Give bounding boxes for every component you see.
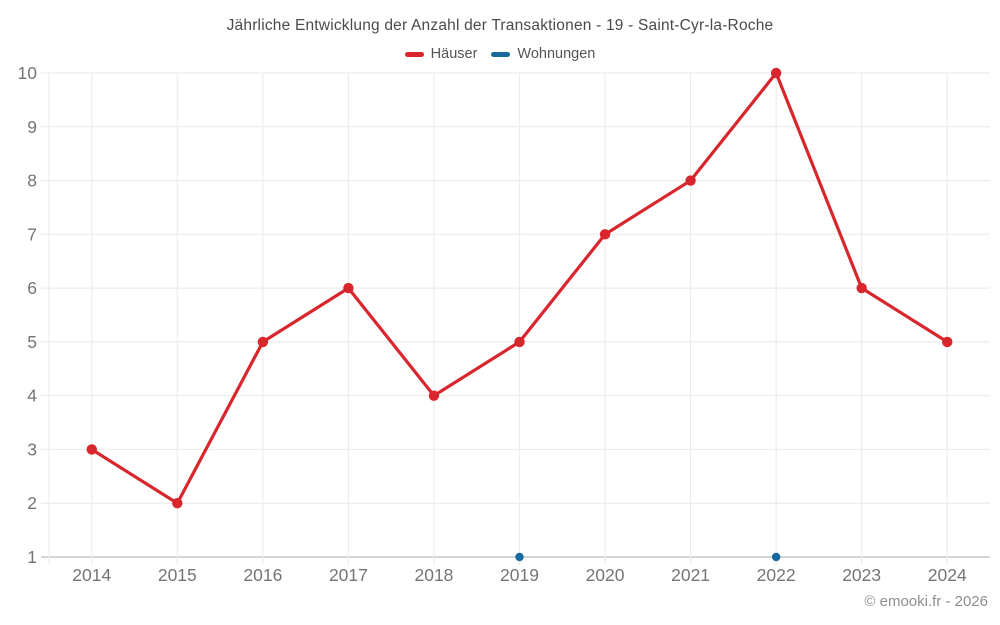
data-point (428, 390, 440, 401)
x-tick-label: 2023 (842, 565, 881, 585)
x-tick-label: 2024 (928, 565, 967, 585)
legend-item-hauser[interactable]: Häuser (404, 46, 478, 62)
y-tick-label: 5 (27, 332, 37, 352)
y-tick-label: 10 (18, 63, 38, 83)
data-point (343, 282, 354, 294)
y-tick-label: 3 (27, 439, 37, 459)
data-point (86, 444, 97, 455)
y-tick-label: 4 (27, 386, 37, 406)
hauser-series-swatch-icon (404, 51, 424, 57)
data-point (770, 67, 782, 79)
x-tick-label: 2022 (757, 565, 796, 585)
wohnungen-series-swatch-icon (491, 51, 511, 57)
y-tick-label: 7 (27, 224, 37, 244)
x-tick-label: 2017 (329, 565, 368, 585)
data-point (771, 552, 781, 562)
y-tick-label: 8 (27, 171, 37, 191)
y-tick-label: 1 (27, 547, 37, 567)
legend-item-wohnungen[interactable]: Wohnungen (491, 46, 595, 62)
data-point (685, 175, 696, 186)
data-point (942, 336, 953, 348)
y-tick-label: 9 (27, 117, 37, 137)
x-tick-label: 2019 (500, 565, 539, 585)
x-tick-label: 2020 (586, 565, 625, 585)
data-point (856, 282, 867, 294)
data-point (514, 336, 525, 348)
x-tick-label: 2018 (414, 565, 453, 585)
legend-item-label: Wohnungen (517, 46, 596, 62)
data-point (257, 336, 269, 348)
y-tick-label: 6 (27, 278, 37, 298)
x-tick-label: 2014 (72, 565, 111, 585)
y-tick-label: 2 (27, 493, 37, 513)
chart-legend: Häuser Wohnungen (0, 46, 1000, 62)
x-tick-label: 2015 (158, 565, 197, 585)
copyright-footer: © emooki.fr - 2026 (864, 593, 988, 610)
legend-item-label: Häuser (430, 46, 478, 62)
data-point (172, 498, 183, 509)
data-point (599, 229, 611, 240)
x-tick-label: 2021 (671, 565, 710, 585)
x-tick-label: 2016 (243, 565, 282, 585)
data-point (515, 552, 524, 562)
chart-title: Jährliche Entwicklung der Anzahl der Tra… (226, 17, 774, 34)
